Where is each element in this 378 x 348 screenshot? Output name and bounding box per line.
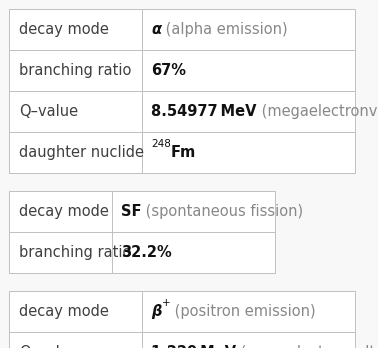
Text: β: β [151, 304, 161, 319]
Text: Q–value: Q–value [19, 104, 78, 119]
Bar [9, 291, 355, 348]
Text: Fm: Fm [171, 145, 196, 160]
Text: branching ratio: branching ratio [19, 245, 132, 260]
Text: 1.229 MeV: 1.229 MeV [151, 345, 236, 348]
Bar [9, 191, 276, 273]
Text: decay mode: decay mode [19, 304, 109, 319]
Text: decay mode: decay mode [19, 204, 109, 219]
Text: 8.54977 MeV: 8.54977 MeV [151, 104, 257, 119]
Text: +: + [161, 298, 170, 308]
Text: Q–value: Q–value [19, 345, 78, 348]
Text: 32.2%: 32.2% [121, 245, 171, 260]
Text: 248: 248 [151, 139, 171, 149]
Text: (positron emission): (positron emission) [170, 304, 316, 319]
Text: 67%: 67% [151, 63, 186, 78]
Text: (spontaneous fission): (spontaneous fission) [141, 204, 303, 219]
Bar [9, 9, 355, 173]
Text: (megaelectronvolts): (megaelectronvolts) [236, 345, 378, 348]
Text: (megaelectronvolts): (megaelectronvolts) [257, 104, 378, 119]
Text: SF: SF [121, 204, 141, 219]
Text: branching ratio: branching ratio [19, 63, 132, 78]
Text: decay mode: decay mode [19, 22, 109, 37]
Text: α: α [151, 22, 161, 37]
Text: daughter nuclide: daughter nuclide [19, 145, 144, 160]
Text: (alpha emission): (alpha emission) [161, 22, 288, 37]
